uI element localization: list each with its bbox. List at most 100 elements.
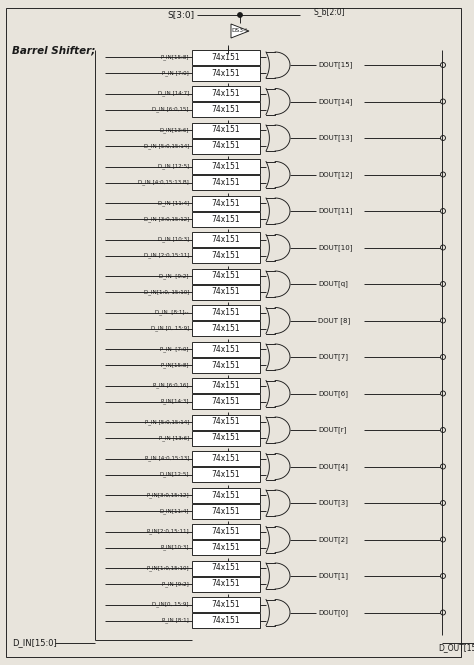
Bar — [192, 487, 260, 503]
Text: 74x151: 74x151 — [212, 215, 240, 223]
Text: DOUT[15]: DOUT[15] — [318, 62, 352, 68]
Text: 74x151: 74x151 — [212, 162, 240, 171]
Text: D_IN[15:0]: D_IN[15:0] — [12, 638, 57, 648]
Bar — [192, 524, 260, 539]
Text: 74x151: 74x151 — [212, 454, 240, 463]
Bar — [192, 561, 260, 575]
Text: S_b[2:0]: S_b[2:0] — [314, 7, 346, 17]
Text: D_IN[11:4]: D_IN[11:4] — [159, 508, 189, 514]
Text: D_IN[1:0, 15:10]: D_IN[1:0, 15:10] — [144, 289, 189, 295]
Text: D_IN[12:5]: D_IN[12:5] — [159, 471, 189, 477]
Text: P_IN[3:0,15:12]: P_IN[3:0,15:12] — [146, 492, 189, 498]
Text: P_IN [13:6]: P_IN [13:6] — [159, 435, 189, 441]
Bar — [192, 305, 260, 320]
Text: P_IN[1:0,15:10]: P_IN[1:0,15:10] — [146, 565, 189, 571]
Text: 74x151: 74x151 — [212, 53, 240, 61]
Text: D_IN[0, 15:9]: D_IN[0, 15:9] — [153, 602, 189, 607]
Text: 74x151: 74x151 — [212, 344, 240, 354]
Text: 74x151: 74x151 — [212, 527, 240, 536]
Text: D_IN [3:0,15:12]: D_IN [3:0,15:12] — [144, 216, 189, 222]
Text: D_IN  [9:2]: D_IN [9:2] — [159, 273, 189, 279]
Circle shape — [238, 13, 242, 17]
Text: 74x151: 74x151 — [212, 418, 240, 426]
Text: 74x151: 74x151 — [212, 397, 240, 406]
Bar — [192, 321, 260, 336]
Text: P_IN [7:0]: P_IN [7:0] — [162, 70, 189, 76]
Text: 74x151: 74x151 — [212, 579, 240, 589]
Bar — [192, 248, 260, 263]
Text: 74x151: 74x151 — [212, 507, 240, 515]
Text: D_IN[13:6]: D_IN[13:6] — [159, 127, 189, 133]
Text: 74x151: 74x151 — [212, 105, 240, 114]
Text: DOUT[14]: DOUT[14] — [318, 98, 352, 105]
Polygon shape — [231, 24, 249, 38]
Bar — [192, 285, 260, 299]
Text: P_IN[15:8]: P_IN[15:8] — [161, 362, 189, 368]
Text: 74x151: 74x151 — [212, 434, 240, 442]
Bar — [192, 196, 260, 211]
Text: P_IN [4:0,15:13]: P_IN [4:0,15:13] — [145, 456, 189, 462]
Text: 74x151: 74x151 — [212, 543, 240, 552]
Text: 74x151: 74x151 — [212, 89, 240, 98]
Bar — [192, 597, 260, 612]
Text: D_IN [12:5]: D_IN [12:5] — [158, 164, 189, 170]
Text: P_IN [5:0,15:14]: P_IN [5:0,15:14] — [145, 419, 189, 425]
Bar — [192, 503, 260, 519]
Text: D_IN [10:3]: D_IN [10:3] — [158, 237, 189, 242]
Bar — [192, 394, 260, 409]
Bar — [192, 269, 260, 283]
Text: D_IN [5:0,15:14]: D_IN [5:0,15:14] — [144, 143, 189, 149]
Text: DOUT[q]: DOUT[q] — [318, 281, 348, 287]
Text: P_IN[2:0,15:11]: P_IN[2:0,15:11] — [146, 529, 189, 535]
Bar — [192, 358, 260, 372]
Text: 74x151: 74x151 — [212, 271, 240, 281]
Text: DOUT [8]: DOUT [8] — [318, 317, 350, 324]
Text: DOUT[13]: DOUT[13] — [318, 134, 353, 142]
Bar — [192, 577, 260, 591]
Bar — [192, 211, 260, 227]
Text: 74x151: 74x151 — [212, 491, 240, 499]
Bar — [192, 102, 260, 117]
Text: D_IN [14:7]: D_IN [14:7] — [158, 90, 189, 96]
Text: P_IN [8:1]: P_IN [8:1] — [162, 618, 189, 623]
Text: D_IN [11:4]: D_IN [11:4] — [158, 200, 189, 206]
Text: D_IN [2:0,15:11]: D_IN [2:0,15:11] — [144, 253, 189, 258]
Text: DOUT[11]: DOUT[11] — [318, 207, 353, 214]
Text: Barrel Shifter;: Barrel Shifter; — [12, 45, 95, 55]
Bar — [192, 159, 260, 174]
Text: 74x151: 74x151 — [212, 235, 240, 244]
Bar — [192, 122, 260, 138]
Text: S[3:0]: S[3:0] — [168, 11, 195, 19]
Text: 74x151: 74x151 — [212, 308, 240, 317]
Text: P_IN [9:2]: P_IN [9:2] — [162, 581, 189, 587]
Text: DOUT[12]: DOUT[12] — [318, 171, 352, 178]
Text: 74x151: 74x151 — [212, 251, 240, 260]
Bar — [192, 342, 260, 356]
Bar — [192, 467, 260, 482]
Text: 74x151: 74x151 — [212, 360, 240, 370]
Text: D_OUT[15:10]: D_OUT[15:10] — [438, 644, 474, 652]
Bar — [192, 451, 260, 466]
Text: DOUT[2]: DOUT[2] — [318, 536, 348, 543]
Text: 74x151: 74x151 — [212, 600, 240, 609]
Text: D_IN [4:0,15:13 B]: D_IN [4:0,15:13 B] — [138, 180, 189, 186]
Text: D_IN [6:0,15]: D_IN [6:0,15] — [153, 106, 189, 112]
Bar — [192, 540, 260, 555]
Text: DOUT[3]: DOUT[3] — [318, 499, 348, 506]
Text: 74x151: 74x151 — [212, 198, 240, 207]
Text: 74x151: 74x151 — [212, 616, 240, 625]
Bar — [192, 378, 260, 393]
Text: 74x151: 74x151 — [212, 68, 240, 78]
Text: 74x151: 74x151 — [212, 287, 240, 297]
Text: 74x151: 74x151 — [212, 126, 240, 134]
Bar — [192, 414, 260, 430]
Text: 74x151: 74x151 — [212, 470, 240, 479]
Text: DOUT[r]: DOUT[r] — [318, 427, 346, 434]
Text: DOUT[7]: DOUT[7] — [318, 354, 348, 360]
Text: DOUT[0]: DOUT[0] — [318, 609, 348, 616]
Bar — [192, 232, 260, 247]
Text: 74x151: 74x151 — [212, 381, 240, 390]
Text: D_IN  [8:1]--: D_IN [8:1]-- — [155, 310, 189, 315]
Bar — [192, 138, 260, 154]
Text: 74x151: 74x151 — [212, 178, 240, 187]
